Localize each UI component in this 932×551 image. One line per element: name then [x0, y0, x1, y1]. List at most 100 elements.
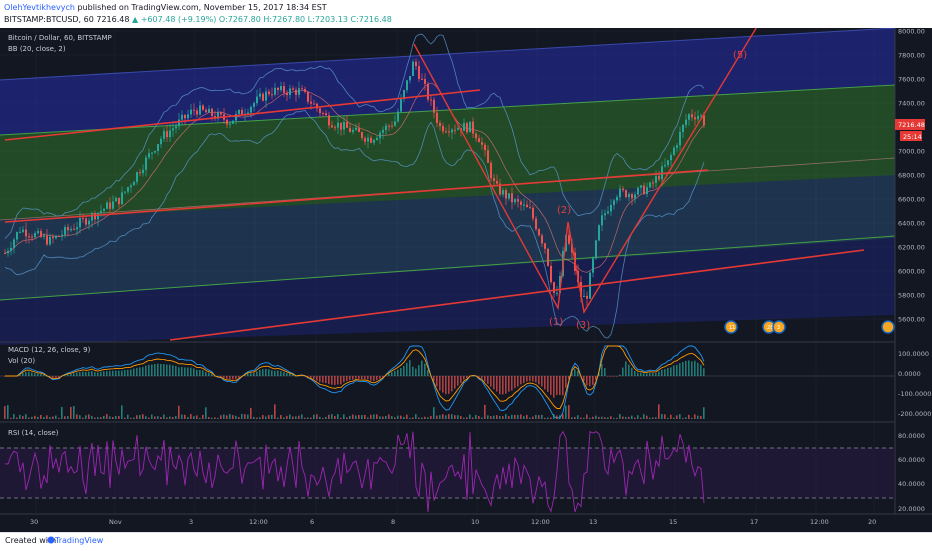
candle	[49, 236, 51, 245]
volume-bar	[244, 414, 246, 419]
candle	[523, 204, 525, 206]
volume-bar	[475, 414, 477, 419]
price-axis[interactable]: 8000.007800.007600.007400.007200.007000.…	[898, 28, 925, 324]
volume-bar	[373, 414, 375, 419]
macd-histogram-bar	[124, 369, 126, 376]
wave-1-label: (1)	[549, 317, 563, 328]
volume-bar	[415, 414, 417, 419]
macd-histogram-bar	[547, 376, 549, 392]
macd-histogram-bar	[151, 364, 153, 376]
macd-histogram-bar	[691, 361, 693, 376]
volume-bar	[151, 414, 153, 419]
candle	[352, 129, 354, 133]
candle	[337, 122, 339, 128]
price-tick: 6200.00	[898, 244, 925, 252]
candle	[277, 87, 279, 91]
volume-bar	[253, 417, 255, 419]
volume-bar	[529, 417, 531, 419]
volume-bar	[178, 405, 180, 419]
macd-histogram-bar	[508, 376, 510, 392]
author-link[interactable]: OlehYevtikhevych	[4, 3, 75, 12]
volume-bar	[7, 405, 9, 419]
macd-histogram-bar	[640, 372, 642, 376]
time-tick: 13	[589, 518, 597, 526]
candle	[466, 123, 468, 133]
macd-histogram-bar	[637, 372, 639, 376]
macd-histogram-bar	[367, 376, 369, 380]
volume-bar	[589, 417, 591, 419]
candle	[364, 138, 366, 142]
macd-histogram-bar	[364, 376, 366, 379]
event-flag-icon[interactable]	[772, 320, 786, 334]
event-flag-icon[interactable]	[881, 320, 895, 334]
upper-trendline[interactable]	[4, 89, 481, 141]
price-tick: 6000.00	[898, 268, 925, 276]
time-tick: 15	[669, 518, 677, 526]
macd-histogram-bar	[274, 370, 276, 376]
candle	[496, 181, 498, 184]
volume-bar	[40, 414, 42, 419]
candle	[37, 230, 39, 234]
macd-histogram-bar	[205, 372, 207, 376]
volume-bar	[598, 416, 600, 419]
macd-histogram-bar	[478, 376, 480, 378]
svg-text:28: 28	[767, 325, 773, 331]
volume-bar	[703, 407, 705, 419]
candle	[316, 103, 318, 109]
macd-histogram-bar	[118, 370, 120, 376]
volume-bar	[454, 415, 456, 419]
rsi-tick: 40.0000	[898, 480, 925, 488]
candle	[667, 160, 669, 166]
volume-bar	[301, 414, 303, 419]
elliott-wave-path[interactable]	[413, 24, 759, 314]
candle	[454, 129, 456, 131]
middle-trendline[interactable]	[4, 169, 709, 223]
volume-bar	[142, 414, 144, 419]
macd-histogram-bar	[40, 373, 42, 376]
candle	[484, 144, 486, 151]
event-icons[interactable]: 11 28 3	[724, 320, 895, 334]
volume-bar	[604, 417, 606, 419]
time-axis[interactable]: 30 Nov 3 12:00 6 8 10 12:00 13 15 17 12:00 20	[30, 518, 876, 526]
volume-bar	[112, 417, 114, 419]
lower-trendline[interactable]	[169, 249, 865, 341]
macd-histogram-bar	[97, 372, 99, 376]
candle	[139, 172, 141, 174]
macd-histogram-bar	[433, 376, 435, 381]
trendlines[interactable]	[4, 24, 865, 341]
candle	[88, 220, 90, 225]
volume-bar	[568, 405, 570, 419]
macd-histogram-bar	[421, 360, 423, 376]
candle	[406, 80, 408, 91]
time-tick: 3	[189, 518, 193, 526]
candle	[34, 233, 36, 238]
macd-histogram-bar	[517, 376, 519, 387]
event-flag-icon[interactable]	[724, 320, 738, 334]
candle	[673, 147, 675, 155]
volume-bar	[247, 414, 249, 419]
candle	[697, 116, 699, 120]
macd-histogram-bar	[391, 372, 393, 376]
candle	[487, 150, 489, 163]
candle	[166, 131, 168, 138]
candle	[505, 190, 507, 199]
volume-bar	[523, 416, 525, 419]
candle	[559, 276, 561, 293]
tradingview-link[interactable]: TradingView	[55, 536, 104, 545]
macd-tick: 0.0000	[898, 370, 921, 378]
candle	[187, 114, 189, 119]
candle	[64, 227, 66, 235]
candle	[106, 202, 108, 209]
macd-histogram-bar	[253, 373, 255, 376]
volume-bar	[292, 416, 294, 419]
macd-histogram-bar	[337, 376, 339, 385]
volume-bar	[328, 414, 330, 419]
candle	[82, 217, 84, 219]
volume-bar	[571, 417, 573, 419]
candle	[679, 131, 681, 146]
candle	[610, 204, 612, 212]
candle	[616, 197, 618, 201]
candle	[601, 215, 603, 226]
candle	[4, 253, 6, 254]
